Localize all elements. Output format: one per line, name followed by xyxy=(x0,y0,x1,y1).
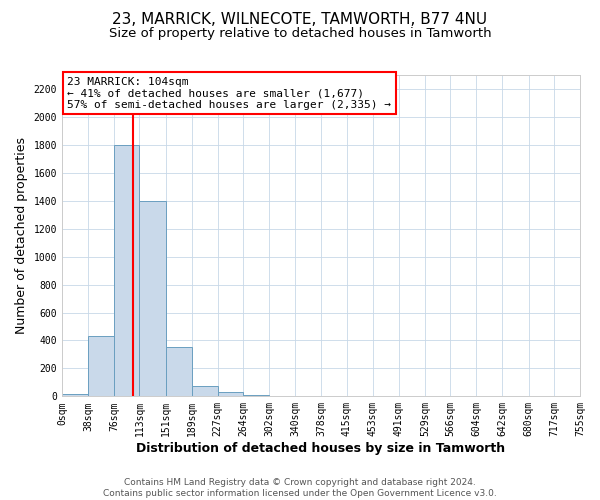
Bar xyxy=(139,200,166,396)
Bar xyxy=(218,392,243,396)
Bar xyxy=(88,336,114,396)
Y-axis label: Number of detached properties: Number of detached properties xyxy=(15,137,28,334)
Bar xyxy=(191,386,218,396)
Bar xyxy=(62,394,88,396)
Text: 23 MARRICK: 104sqm
← 41% of detached houses are smaller (1,677)
57% of semi-deta: 23 MARRICK: 104sqm ← 41% of detached hou… xyxy=(67,76,391,110)
Bar xyxy=(243,395,269,396)
X-axis label: Distribution of detached houses by size in Tamworth: Distribution of detached houses by size … xyxy=(136,442,506,455)
Text: 23, MARRICK, WILNECOTE, TAMWORTH, B77 4NU: 23, MARRICK, WILNECOTE, TAMWORTH, B77 4N… xyxy=(112,12,488,28)
Text: Size of property relative to detached houses in Tamworth: Size of property relative to detached ho… xyxy=(109,28,491,40)
Bar xyxy=(166,348,191,397)
Text: Contains HM Land Registry data © Crown copyright and database right 2024.
Contai: Contains HM Land Registry data © Crown c… xyxy=(103,478,497,498)
Bar xyxy=(114,145,139,397)
